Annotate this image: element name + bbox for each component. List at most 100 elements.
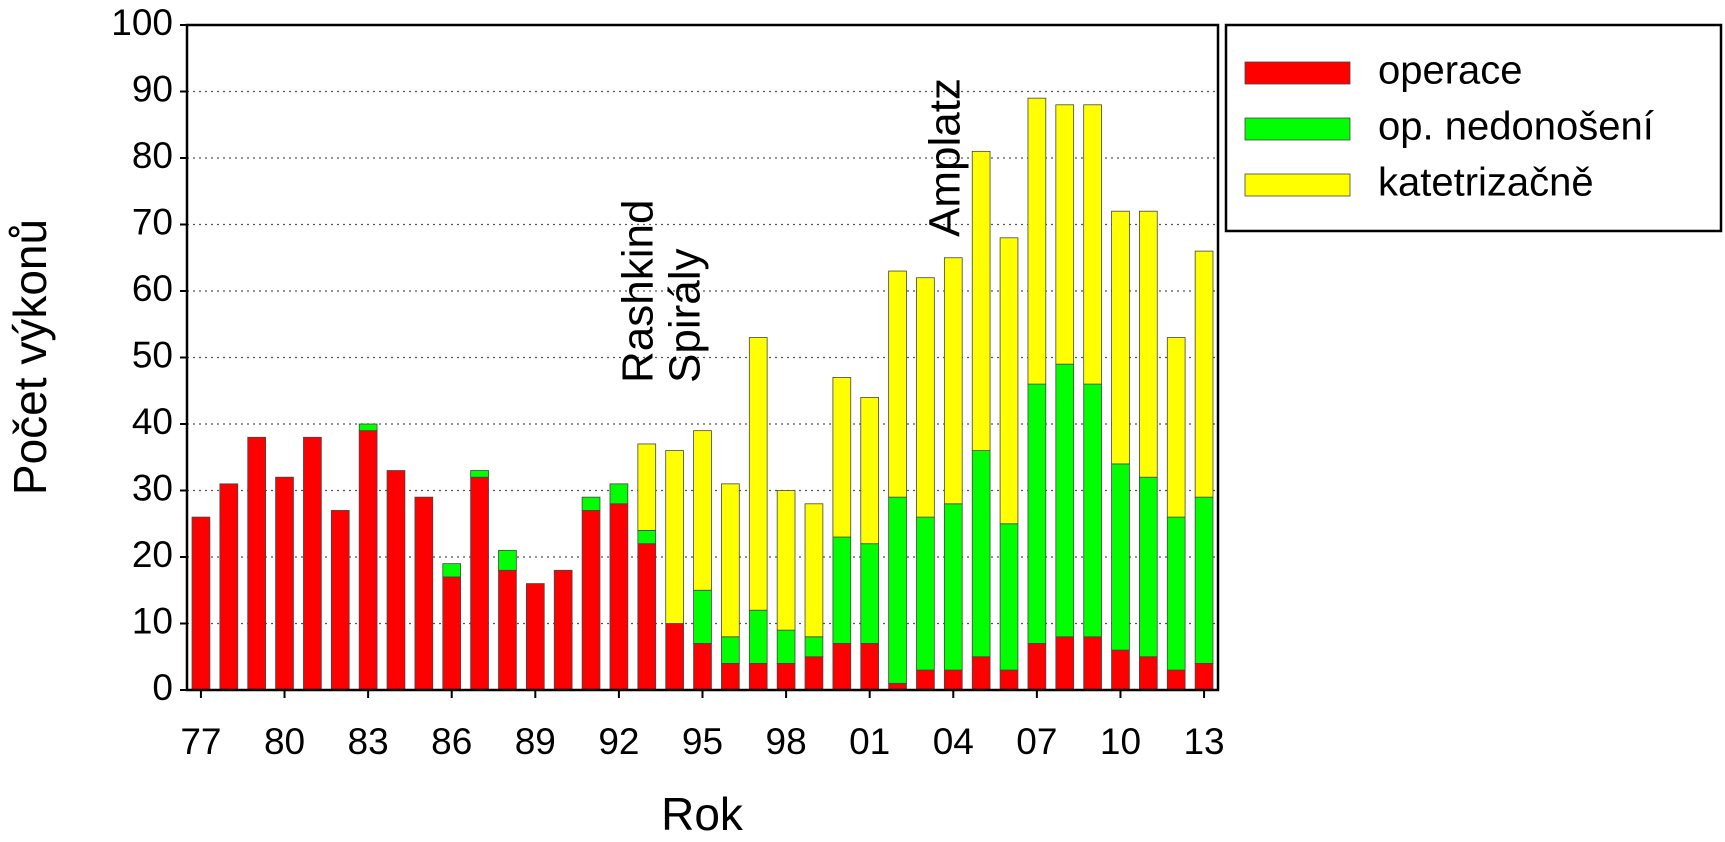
annotation: Rashkind bbox=[614, 200, 663, 383]
bar-segment bbox=[609, 503, 629, 691]
bar-segment bbox=[1083, 104, 1102, 385]
x-tick-label: 89 bbox=[515, 721, 556, 762]
bar-segment bbox=[943, 669, 963, 691]
legend-label: operace bbox=[1378, 49, 1523, 93]
bar-segment bbox=[1111, 210, 1130, 465]
y-axis-title: Počet výkonů bbox=[4, 219, 56, 495]
y-tick-label: 70 bbox=[132, 201, 173, 242]
bar-segment bbox=[470, 470, 489, 478]
y-tick-label: 40 bbox=[132, 401, 173, 442]
bar-segment bbox=[999, 669, 1019, 691]
bar-segment bbox=[776, 663, 796, 691]
x-tick-label: 04 bbox=[933, 721, 974, 762]
bar-segment bbox=[581, 510, 601, 691]
bar-segment bbox=[525, 583, 545, 691]
bar-segment bbox=[1166, 337, 1186, 518]
bar-segment bbox=[943, 503, 963, 671]
x-tick-label: 80 bbox=[264, 721, 305, 762]
legend-swatch bbox=[1244, 117, 1351, 141]
bar-segment bbox=[693, 589, 712, 644]
bar-segment bbox=[1166, 516, 1186, 671]
bar-segment bbox=[748, 609, 768, 664]
y-tick-label: 80 bbox=[132, 135, 173, 176]
x-tick-label: 07 bbox=[1016, 721, 1057, 762]
bar-segment bbox=[442, 563, 462, 578]
y-tick-label: 20 bbox=[132, 534, 173, 575]
bar-segment bbox=[860, 543, 880, 644]
bar-segment bbox=[414, 496, 434, 691]
x-tick-label: 95 bbox=[682, 721, 723, 762]
bar-segment bbox=[581, 496, 601, 511]
bar-segment bbox=[971, 656, 991, 691]
bar-segment bbox=[330, 510, 350, 691]
bar-segment bbox=[665, 450, 684, 624]
bar-segment bbox=[888, 496, 907, 684]
bar-segment bbox=[470, 476, 489, 691]
bar-segment bbox=[804, 656, 824, 691]
bar-segment bbox=[943, 257, 963, 505]
bar-segment bbox=[916, 669, 935, 691]
y-tick-label: 60 bbox=[132, 268, 173, 309]
bar-segment bbox=[609, 483, 629, 505]
plot-frame bbox=[185, 23, 1220, 692]
x-tick-label: 77 bbox=[180, 721, 221, 762]
bar-segment bbox=[832, 377, 852, 538]
x-tick-label: 86 bbox=[431, 721, 472, 762]
bar-segment bbox=[358, 423, 378, 432]
legend-label: op. nedonošení bbox=[1378, 105, 1654, 149]
x-tick-label: 13 bbox=[1183, 721, 1224, 762]
y-tick-label: 30 bbox=[132, 467, 173, 508]
x-tick-label: 98 bbox=[766, 721, 807, 762]
bar-segment bbox=[693, 430, 712, 591]
y-tick-label: 50 bbox=[132, 334, 173, 375]
bar-segment bbox=[832, 536, 852, 644]
bar-segment bbox=[1055, 636, 1075, 691]
bar-segment bbox=[971, 450, 991, 658]
bar-segment bbox=[1139, 210, 1158, 478]
x-tick-label: 92 bbox=[598, 721, 639, 762]
bar-segment bbox=[1194, 496, 1214, 664]
bar-segment bbox=[693, 643, 712, 691]
bar-segment bbox=[1083, 383, 1102, 638]
bar-segment bbox=[721, 663, 740, 691]
bar-segment bbox=[1139, 476, 1158, 658]
legend-swatch bbox=[1244, 173, 1351, 197]
bar-segment bbox=[721, 483, 740, 638]
bar-segment bbox=[1139, 656, 1158, 691]
bar-segment bbox=[637, 543, 657, 691]
bar-segment bbox=[748, 337, 768, 611]
bar-segment bbox=[219, 483, 239, 691]
bar-segment bbox=[358, 430, 378, 691]
bar-segment bbox=[247, 436, 266, 691]
bar-segment bbox=[1166, 669, 1186, 691]
bar-segment bbox=[498, 549, 517, 571]
bar-segment bbox=[191, 516, 211, 691]
annotation: Spirály bbox=[661, 249, 710, 384]
bar-segment bbox=[916, 516, 935, 671]
bar-segment bbox=[804, 503, 824, 638]
bar-segment bbox=[832, 643, 852, 691]
y-tick-label: 0 bbox=[152, 667, 173, 708]
bar-segment bbox=[637, 443, 657, 531]
bar-segment bbox=[1055, 104, 1075, 365]
bar-segment bbox=[860, 396, 880, 545]
bar-segment bbox=[1027, 643, 1047, 691]
bar-segment bbox=[637, 530, 657, 545]
bar-segment bbox=[748, 663, 768, 691]
bar-segment bbox=[776, 490, 796, 631]
bar-segment bbox=[498, 569, 517, 691]
bar-segment bbox=[721, 636, 740, 664]
x-axis-title: Rok bbox=[661, 788, 744, 840]
bar-segment bbox=[386, 470, 406, 691]
y-tick-label: 90 bbox=[132, 68, 173, 109]
bar-segment bbox=[999, 523, 1019, 671]
x-tick-label: 83 bbox=[348, 721, 389, 762]
x-tick-label: 10 bbox=[1100, 721, 1141, 762]
bar-segment bbox=[1083, 636, 1102, 691]
bar-segment bbox=[1194, 663, 1214, 691]
bar-segment bbox=[999, 237, 1019, 525]
bar-segment bbox=[971, 150, 991, 452]
bar-segment bbox=[776, 629, 796, 664]
bar-segment bbox=[553, 569, 573, 691]
y-tick-label: 10 bbox=[132, 600, 173, 641]
